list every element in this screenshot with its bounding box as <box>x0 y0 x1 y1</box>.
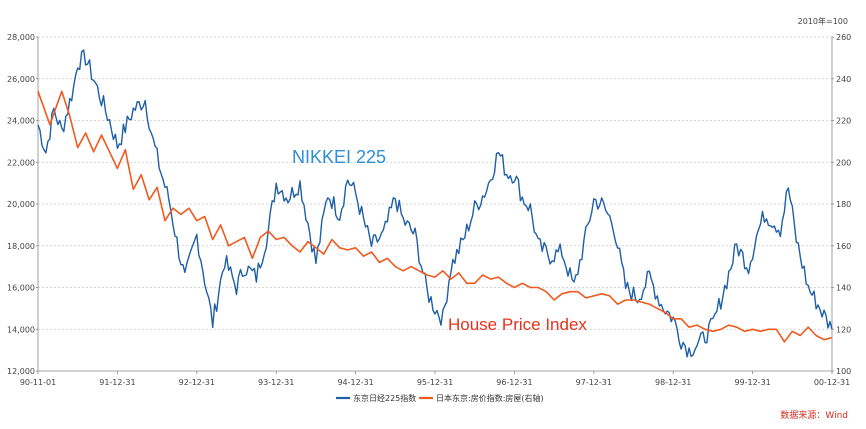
x-axis: 90-11-01 91-12-31 92-12-31 93-12-31 94-12-31… <box>20 370 850 387</box>
gridlines <box>38 36 832 330</box>
right-tick-label: 200 <box>836 158 851 167</box>
x-tick-label: 97-12-31 <box>576 378 612 387</box>
legend: 东京日经225指数 日本东京:房价指数:房屋(右轴) <box>336 393 544 403</box>
legend-label-house: 日本东京:房价指数:房屋(右轴) <box>436 393 544 403</box>
x-tick-label: 96-12-31 <box>496 378 532 387</box>
right-tick-label: 260 <box>836 33 851 42</box>
right-tick-label: 160 <box>836 242 851 251</box>
left-tick-label: 16,000 <box>7 284 35 293</box>
right-axis-unit: 2010年=100 <box>798 16 848 26</box>
right-tick-label: 240 <box>836 75 851 84</box>
x-tick-label: 98-12-31 <box>655 378 691 387</box>
left-tick-label: 22,000 <box>7 158 35 167</box>
right-tick-label: 140 <box>836 284 851 293</box>
right-tick-label: 100 <box>836 367 851 376</box>
right-tick-label: 220 <box>836 117 851 126</box>
right-axis: 100 120 140 160 180 200 220 240 260 <box>831 33 851 376</box>
source-note: 数据来源：Wind <box>780 409 848 421</box>
house-price-annotation: House Price Index <box>448 315 587 334</box>
series-lines <box>37 49 833 358</box>
legend-label-nikkei: 东京日经225指数 <box>353 393 416 403</box>
left-tick-label: 18,000 <box>7 242 35 251</box>
nikkei-annotation: NIKKEI 225 <box>292 147 386 167</box>
x-tick-label: 99-12-31 <box>734 378 770 387</box>
left-tick-label: 12,000 <box>7 367 35 376</box>
x-tick-label: 91-12-31 <box>99 378 135 387</box>
x-tick-label: 00-12-31 <box>814 378 850 387</box>
left-axis: 12,000 14,000 16,000 18,000 20,000 22,000 24,0… <box>7 33 39 376</box>
left-tick-label: 28,000 <box>7 33 35 42</box>
x-tick-label: 94-12-31 <box>337 378 373 387</box>
series-line-house-price <box>37 90 833 343</box>
x-tick-label: 90-11-01 <box>20 378 56 387</box>
right-tick-label: 120 <box>836 325 851 334</box>
left-tick-label: 14,000 <box>7 325 35 334</box>
series-line-nikkei <box>37 49 833 358</box>
x-tick-label: 93-12-31 <box>258 378 294 387</box>
right-tick-label: 180 <box>836 200 851 209</box>
left-tick-label: 24,000 <box>7 117 35 126</box>
x-tick-label: 92-12-31 <box>179 378 215 387</box>
x-tick-label: 95-12-31 <box>417 378 453 387</box>
left-tick-label: 26,000 <box>7 75 35 84</box>
left-tick-label: 20,000 <box>7 200 35 209</box>
